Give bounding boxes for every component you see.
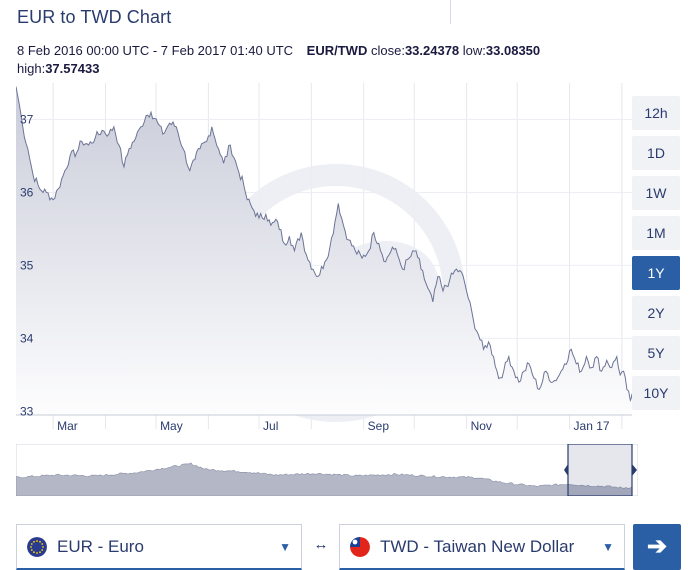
chart-summary: 8 Feb 2016 00:00 UTC - 7 Feb 2017 01:40 … bbox=[17, 42, 677, 78]
low-label: low: bbox=[462, 43, 486, 58]
taiwan-flag-icon bbox=[350, 536, 370, 557]
x-tick-labels: Mar May Jul Sep Nov Jan 17 bbox=[57, 419, 610, 433]
navigator-window[interactable] bbox=[567, 444, 633, 496]
high-value: 37.57433 bbox=[45, 61, 100, 76]
y-tick-label: 33 bbox=[20, 404, 34, 418]
range-selector: 12h 1D 1W 1M 1Y 2Y 5Y 10Y bbox=[632, 96, 680, 416]
to-currency-label: TWD - Taiwan New Dollar bbox=[380, 536, 575, 556]
range-button-2y[interactable]: 2Y bbox=[632, 296, 680, 330]
low-value: 33.08350 bbox=[485, 43, 541, 58]
close-value: 33.24378 bbox=[404, 43, 460, 58]
header-divider bbox=[450, 0, 451, 24]
x-tick-label: Mar bbox=[57, 419, 78, 433]
range-button-5y[interactable]: 5Y bbox=[632, 336, 680, 370]
x-tick-label: Nov bbox=[471, 419, 492, 433]
range-button-12h[interactable]: 12h bbox=[632, 96, 680, 130]
chevron-down-icon: ▼ bbox=[279, 539, 291, 554]
go-arrow-button[interactable]: ➔ bbox=[633, 524, 681, 570]
range-button-1w[interactable]: 1W bbox=[632, 176, 680, 210]
navigator-area bbox=[16, 462, 633, 496]
to-currency-select[interactable]: TWD - Taiwan New Dollar ▼ bbox=[339, 524, 625, 570]
eu-flag-icon bbox=[27, 536, 47, 557]
from-currency-label: EUR - Euro bbox=[57, 536, 144, 556]
y-tick-label: 35 bbox=[20, 258, 34, 272]
from-currency-select[interactable]: EUR - Euro ▼ bbox=[16, 524, 302, 570]
x-tick-label: May bbox=[160, 419, 183, 433]
page-title: EUR to TWD Chart bbox=[17, 7, 172, 27]
range-button-1d[interactable]: 1D bbox=[632, 136, 680, 170]
close-label: close: bbox=[370, 43, 405, 58]
high-label: high: bbox=[17, 61, 46, 76]
range-button-10y[interactable]: 10Y bbox=[632, 376, 680, 410]
range-button-1m[interactable]: 1M bbox=[632, 216, 680, 250]
y-tick-label: 36 bbox=[20, 185, 34, 199]
range-button-1y[interactable]: 1Y bbox=[632, 256, 680, 290]
navigator-left-handle-icon[interactable] bbox=[564, 464, 568, 476]
area-fill bbox=[16, 86, 632, 415]
series-line bbox=[16, 86, 632, 403]
x-tick-label: Sep bbox=[368, 419, 390, 433]
date-range-text: 8 Feb 2016 00:00 UTC - 7 Feb 2017 01:40 … bbox=[17, 43, 294, 58]
y-tick-label: 37 bbox=[20, 112, 34, 126]
y-tick-label: 34 bbox=[20, 331, 34, 345]
pair-text: EUR/TWD bbox=[306, 43, 368, 58]
x-tick-label: Jan 17 bbox=[574, 419, 610, 433]
navigator-chart[interactable] bbox=[16, 444, 638, 496]
main-chart[interactable]: 33 34 35 36 37 Mar May Jul Sep Nov Jan 17 bbox=[16, 83, 632, 437]
swap-icon[interactable]: ↔ bbox=[313, 536, 329, 553]
chevron-down-icon: ▼ bbox=[602, 539, 614, 554]
x-tick-label: Jul bbox=[263, 419, 278, 433]
navigator-right-handle-icon[interactable] bbox=[632, 464, 637, 476]
y-tick-labels: 33 34 35 36 37 bbox=[20, 112, 34, 418]
